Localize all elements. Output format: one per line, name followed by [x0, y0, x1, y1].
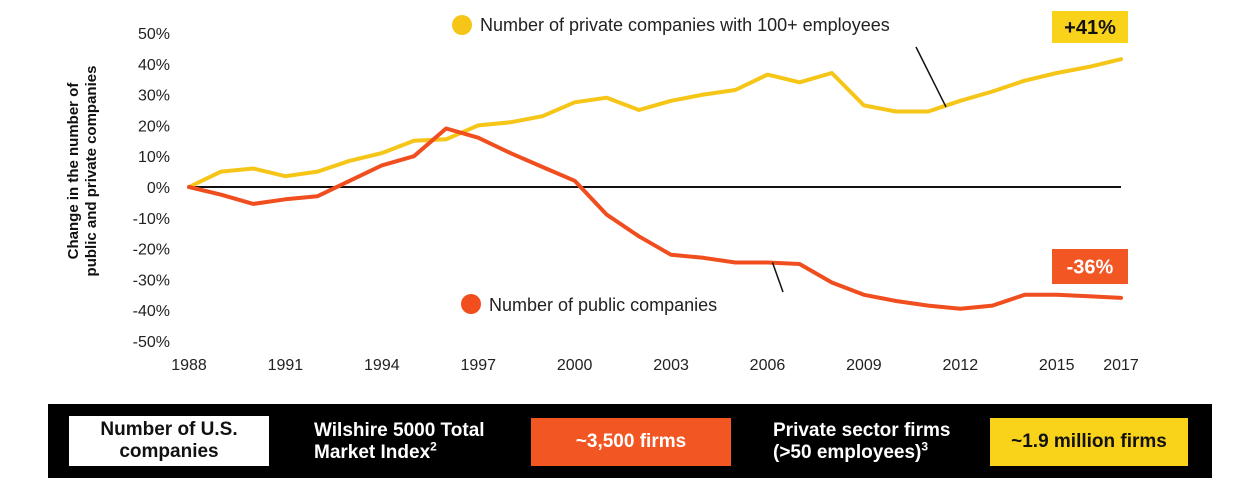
private-firms-badge: ~1.9 million firms: [990, 418, 1188, 466]
x-tick-label: 2017: [1103, 357, 1139, 374]
y-axis-title: Change in the number of public and privat…: [65, 66, 100, 277]
y-tick-labels: 50% 40% 30% 20% 10% 0% -10% -20% -30% -40% -50%: [133, 26, 170, 351]
legend-public: Number of public companies: [461, 262, 784, 315]
legend-private-leader: [915, 46, 947, 108]
public-firms-badge: ~3,500 firms: [531, 418, 731, 466]
y-axis-title-line: Change in the number of: [65, 82, 82, 260]
x-tick-label: 2009: [846, 357, 882, 374]
line-chart: Change in the number of public and privat…: [65, 11, 1139, 374]
private-footnote: 3: [921, 439, 929, 454]
y-tick-label: -20%: [133, 242, 170, 259]
y-tick-label: 50%: [138, 26, 170, 43]
x-tick-label: 2012: [943, 357, 979, 374]
legend-public-label: Number of public companies: [489, 295, 717, 315]
private-companies-line: [187, 57, 1123, 189]
x-tick-label: 1994: [364, 357, 400, 374]
y-tick-label: -30%: [133, 272, 170, 289]
private-sector-label: Private sector firms (>50 employees)3: [773, 420, 951, 463]
y-tick-label: 10%: [138, 149, 170, 166]
us-companies-label: Number of U.S. companies: [69, 416, 269, 466]
callout-box: [1052, 11, 1128, 43]
legend-public-marker: [461, 294, 481, 314]
y-tick-label: 40%: [138, 57, 170, 74]
y-tick-label: 20%: [138, 118, 170, 135]
callout-label: +41%: [1064, 17, 1116, 39]
x-tick-label: 1997: [460, 357, 496, 374]
bottom-summary-bar: Number of U.S. companies Wilshire 5000 T…: [48, 404, 1212, 478]
legend-private: Number of private companies with 100+ em…: [452, 15, 947, 108]
wilshire-footnote: 2: [430, 439, 437, 454]
legend-private-label: Number of private companies with 100+ em…: [480, 15, 890, 35]
x-tick-label: 2015: [1039, 357, 1075, 374]
x-tick-label: 2006: [750, 357, 786, 374]
y-tick-label: -10%: [133, 211, 170, 228]
wilshire-label: Wilshire 5000 Total Market Index2: [314, 420, 485, 463]
y-tick-label: -50%: [133, 334, 170, 351]
public-companies-line: [187, 126, 1123, 311]
callout-box: [1052, 249, 1128, 284]
y-tick-label: -40%: [133, 303, 170, 320]
y-tick-label: 30%: [138, 88, 170, 105]
series-lines: [187, 57, 1123, 311]
callout-label: -36%: [1067, 257, 1114, 279]
end-callouts: +41% -36%: [1052, 11, 1128, 284]
y-axis-title-line: public and private companies: [83, 66, 100, 277]
x-tick-labels: 1988 1991 1994 1997 2000 2003 2006 2009 2012 2015…: [171, 357, 1139, 374]
x-tick-label: 2003: [653, 357, 689, 374]
x-tick-label: 1991: [268, 357, 304, 374]
legend-public-leader: [771, 262, 784, 293]
y-tick-label: 0%: [147, 180, 170, 197]
legend-private-marker: [452, 15, 472, 35]
x-tick-label: 2000: [557, 357, 593, 374]
x-tick-label: 1988: [171, 357, 207, 374]
